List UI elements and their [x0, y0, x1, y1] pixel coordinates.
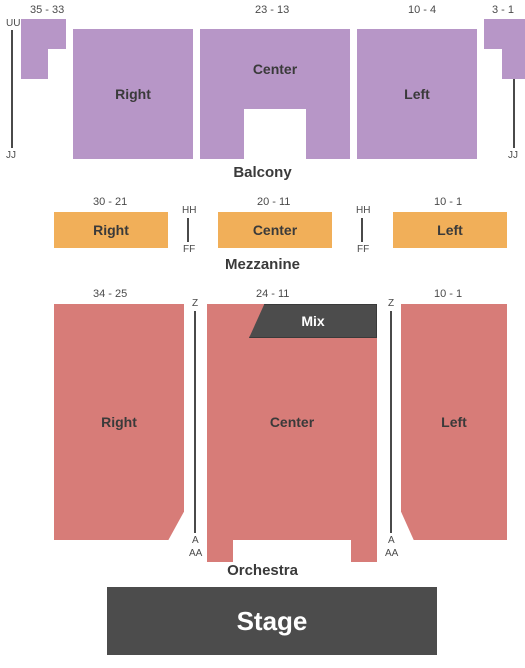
orch-mix-label: Mix — [301, 313, 324, 329]
orch-right-label: Right — [101, 414, 137, 430]
mezzanine-title: Mezzanine — [0, 256, 525, 273]
orch-col-label-center: 24 - 11 — [256, 288, 289, 300]
orch-section-center-wing-r[interactable] — [351, 540, 377, 562]
mezz-left-label: Left — [437, 222, 463, 238]
balc-section-far-right[interactable] — [21, 19, 66, 79]
mezz-col-label-center: 20 - 11 — [257, 196, 290, 208]
balc-section-center-arm-r[interactable] — [306, 109, 350, 159]
balc-right-label: Right — [115, 86, 151, 102]
orch-row-aa-l: AA — [189, 548, 202, 559]
orch-row-aa-r: AA — [385, 548, 398, 559]
balc-col-label-right: 23 - 13 — [255, 4, 289, 16]
mezz-col-label-left: 10 - 1 — [434, 196, 462, 208]
mezz-right-label: Right — [93, 222, 129, 238]
balcony-title: Balcony — [0, 164, 525, 181]
balc-section-left[interactable]: Left — [357, 29, 477, 159]
orch-section-right[interactable]: Right — [54, 304, 184, 540]
balc-col-label-far-right: 35 - 33 — [30, 4, 64, 16]
balc-bar-left — [11, 30, 13, 148]
mezz-bar-r — [361, 218, 363, 242]
balc-row-uu-left: UU — [6, 18, 20, 29]
stage: Stage — [107, 587, 437, 655]
orch-col-label-left: 10 - 1 — [434, 288, 462, 300]
orch-left-label: Left — [441, 414, 467, 430]
seating-chart: 35 - 33 23 - 13 10 - 4 3 - 1 UU JJ UU JJ… — [0, 0, 525, 668]
mezz-col-label-right: 30 - 21 — [93, 196, 127, 208]
orch-row-a-l: A — [192, 535, 199, 546]
orch-bar-l — [194, 311, 196, 533]
mezz-center-label: Center — [253, 222, 297, 238]
orch-section-center-wing-l[interactable] — [207, 540, 233, 562]
orch-row-a-r: A — [388, 535, 395, 546]
balc-col-label-left: 10 - 4 — [408, 4, 436, 16]
orch-mix-booth[interactable]: Mix — [249, 304, 377, 338]
orch-center-label: Center — [270, 414, 314, 430]
balc-left-label: Left — [404, 86, 430, 102]
balc-section-far-left[interactable] — [484, 19, 525, 79]
orch-section-left[interactable]: Left — [401, 304, 507, 540]
mezz-row-ff-l: FF — [183, 244, 195, 255]
orch-bar-r — [390, 311, 392, 533]
balc-col-label-far-left: 3 - 1 — [492, 4, 514, 16]
balc-row-jj-left: JJ — [6, 150, 16, 161]
orch-row-z-r: Z — [388, 298, 394, 309]
balc-section-right[interactable]: Right — [73, 29, 193, 159]
balc-center-label: Center — [253, 61, 297, 77]
balc-section-center-arm-l[interactable] — [200, 109, 244, 159]
mezz-section-left[interactable]: Left — [393, 212, 507, 248]
balc-row-jj-right: JJ — [508, 150, 518, 161]
orch-col-label-right: 34 - 25 — [93, 288, 127, 300]
mezz-row-hh-l: HH — [182, 205, 196, 216]
mezz-row-hh-r: HH — [356, 205, 370, 216]
balc-section-center-top[interactable]: Center — [200, 29, 350, 109]
mezz-row-ff-r: FF — [357, 244, 369, 255]
orchestra-title: Orchestra — [0, 562, 525, 579]
stage-label: Stage — [237, 606, 308, 637]
mezz-section-right[interactable]: Right — [54, 212, 168, 248]
mezz-bar-l — [187, 218, 189, 242]
orch-row-z-l: Z — [192, 298, 198, 309]
orch-section-center[interactable]: Center — [207, 304, 377, 540]
mezz-section-center[interactable]: Center — [218, 212, 332, 248]
